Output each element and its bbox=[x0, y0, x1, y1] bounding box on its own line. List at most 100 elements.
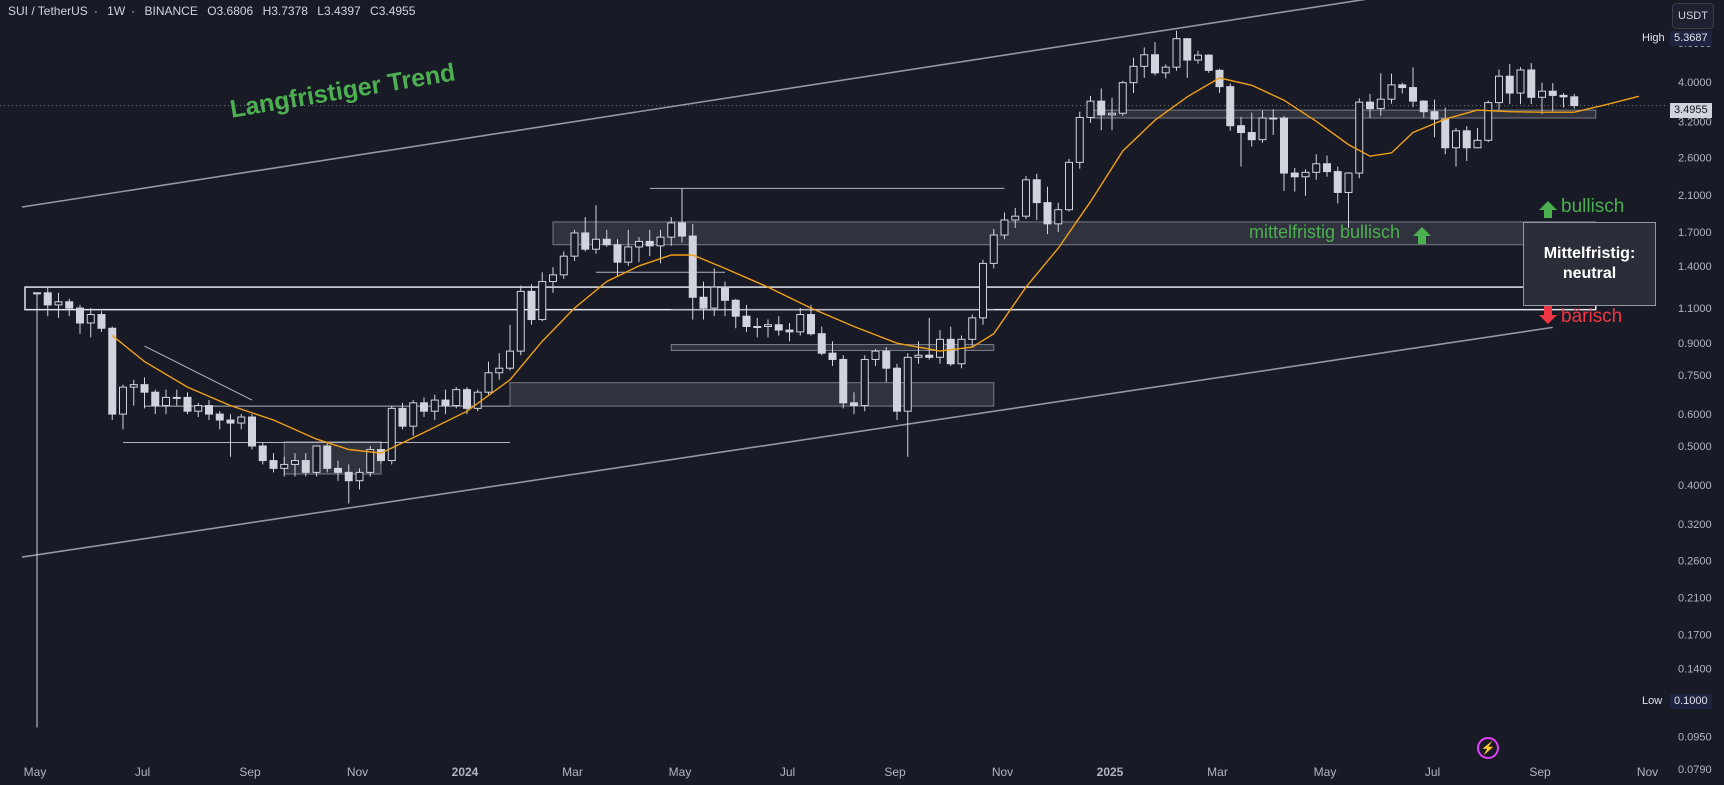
candle-body bbox=[871, 350, 880, 360]
y-tick-label: 0.2600 bbox=[1678, 555, 1712, 567]
candle-body bbox=[914, 354, 923, 358]
x-tick-label: Jul bbox=[135, 765, 150, 779]
candle-body bbox=[1473, 139, 1482, 149]
candle bbox=[1086, 95, 1095, 123]
candle bbox=[656, 229, 665, 264]
candle-body bbox=[688, 235, 697, 298]
candle-body bbox=[624, 246, 633, 263]
trend-line bbox=[21, 326, 1553, 558]
candle bbox=[65, 298, 74, 317]
candle bbox=[1366, 93, 1374, 119]
candle bbox=[441, 389, 450, 415]
candle bbox=[183, 392, 192, 415]
candle-body bbox=[162, 396, 170, 407]
x-tick-label: Nov bbox=[1637, 765, 1658, 779]
mid-term-bullish-label: mittelfristig bullisch bbox=[1249, 222, 1435, 244]
candle bbox=[54, 292, 63, 318]
candle bbox=[1505, 63, 1514, 105]
low-label: Low bbox=[1642, 695, 1663, 707]
candle bbox=[688, 223, 697, 320]
y-tick-label: 2.6000 bbox=[1678, 153, 1712, 165]
candle-body bbox=[785, 329, 794, 333]
candle bbox=[1108, 97, 1116, 131]
candle bbox=[1548, 83, 1557, 112]
candle bbox=[764, 319, 772, 338]
candle-body bbox=[1419, 100, 1428, 113]
trend-line bbox=[21, 0, 1367, 208]
candle-body bbox=[764, 324, 772, 327]
candle bbox=[559, 251, 568, 279]
candle-body bbox=[753, 325, 762, 328]
candle bbox=[1215, 68, 1224, 94]
candle bbox=[280, 456, 289, 477]
candle-body bbox=[1129, 65, 1138, 84]
candle bbox=[172, 389, 181, 406]
candle-body bbox=[420, 402, 428, 412]
y-tick-label: 1.4000 bbox=[1678, 261, 1712, 273]
candle-body bbox=[1366, 101, 1374, 110]
candle bbox=[570, 229, 579, 261]
candle-body bbox=[710, 286, 719, 309]
candle-body bbox=[860, 358, 869, 407]
y-tick-label: 0.7500 bbox=[1678, 370, 1712, 382]
candle bbox=[248, 414, 256, 450]
legend-bullish-text: bullisch bbox=[1561, 196, 1625, 217]
candle-body bbox=[1194, 54, 1202, 61]
interval[interactable]: 1W bbox=[107, 4, 126, 18]
symbol-name[interactable]: SUI / TetherUS bbox=[8, 4, 88, 18]
candle bbox=[807, 304, 815, 336]
candle-body bbox=[817, 333, 826, 354]
y-tick-label: 0.4000 bbox=[1678, 480, 1712, 492]
x-tick-label: Jul bbox=[1425, 765, 1440, 779]
candle-body bbox=[538, 281, 547, 321]
candle bbox=[215, 411, 224, 430]
candle-body bbox=[183, 396, 192, 412]
candle-body bbox=[570, 232, 579, 257]
candle-body bbox=[1570, 96, 1579, 107]
candle-body bbox=[828, 352, 837, 360]
candle bbox=[430, 394, 439, 421]
candle-body bbox=[1333, 171, 1342, 193]
candle bbox=[785, 322, 794, 342]
candle-body bbox=[1258, 117, 1267, 141]
candle bbox=[1065, 158, 1073, 212]
candle-body bbox=[33, 292, 41, 295]
candle-body bbox=[1312, 163, 1321, 173]
candle-body bbox=[1462, 130, 1471, 149]
candle-body bbox=[86, 314, 95, 324]
candle-body bbox=[968, 317, 977, 340]
y-tick-label: 0.0790 bbox=[1678, 764, 1712, 776]
candle-body bbox=[1097, 100, 1106, 116]
ohlc-high: H3.7378 bbox=[262, 4, 308, 18]
candle bbox=[506, 324, 514, 371]
currency-button[interactable]: USDT bbox=[1672, 3, 1714, 29]
candle bbox=[817, 326, 826, 356]
candle-body bbox=[1161, 66, 1170, 74]
symbol-header[interactable]: SUI / TetherUS · 1W · BINANCE O3.6806 H3.7… bbox=[8, 4, 416, 18]
candle bbox=[839, 355, 848, 409]
candle bbox=[774, 316, 783, 336]
candle-body bbox=[1505, 75, 1514, 94]
candle-body bbox=[1054, 209, 1063, 225]
candle-body bbox=[1000, 219, 1009, 236]
candle bbox=[1247, 112, 1256, 147]
lightning-icon[interactable]: ⚡ bbox=[1477, 737, 1499, 759]
candle bbox=[753, 317, 762, 338]
candle-body bbox=[430, 399, 439, 412]
candle bbox=[1452, 127, 1460, 167]
candle-body bbox=[1495, 75, 1503, 104]
candle bbox=[1323, 155, 1331, 177]
candle-body bbox=[1441, 118, 1450, 149]
candle-body bbox=[882, 350, 891, 369]
candle bbox=[1570, 93, 1579, 109]
candle bbox=[1495, 69, 1503, 110]
candle-body bbox=[484, 372, 493, 393]
y-tick-label: 4.0000 bbox=[1678, 77, 1712, 89]
candle-body bbox=[377, 449, 385, 462]
candle bbox=[796, 308, 805, 336]
candle-body bbox=[1516, 69, 1525, 94]
candle bbox=[1043, 186, 1052, 234]
price-zone bbox=[283, 441, 382, 475]
candle bbox=[602, 229, 611, 247]
